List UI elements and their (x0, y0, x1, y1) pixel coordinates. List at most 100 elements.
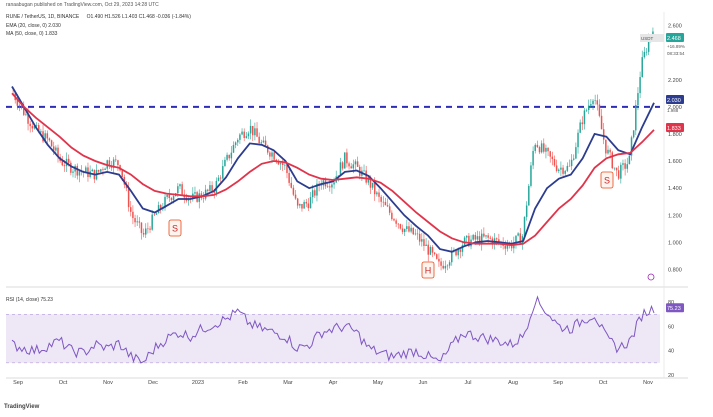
candle-body (232, 144, 235, 153)
candle-body (489, 237, 492, 239)
rsi-line (11, 295, 655, 364)
head-label-box (421, 261, 435, 279)
candle-body (382, 201, 385, 203)
candle-body (620, 164, 622, 179)
candle-body (294, 194, 297, 199)
candle-body (596, 100, 599, 105)
candle-body (645, 51, 648, 53)
candle-body (538, 147, 541, 153)
candle-body (224, 159, 226, 167)
alert-marker (647, 273, 655, 281)
candle-body (155, 213, 158, 215)
price-tick-label: 1.400 (668, 186, 682, 192)
candle-body (243, 131, 245, 138)
candle-body (136, 221, 138, 223)
candle-body (97, 169, 100, 172)
candle-body (55, 147, 57, 151)
candle-body (320, 185, 322, 186)
candle-body (147, 228, 149, 230)
candle-body (643, 51, 646, 58)
candle-body (585, 110, 588, 111)
rsi-tick-label: 80 (668, 300, 674, 306)
left-shoulder-label: S (172, 224, 178, 234)
candle-body (260, 142, 263, 144)
candle-body (525, 205, 528, 217)
candle-body (598, 104, 601, 116)
candle-body (48, 138, 51, 141)
candle-body (142, 232, 145, 235)
candle-body (583, 110, 586, 125)
candle-body (138, 221, 141, 223)
candle-body (100, 169, 102, 172)
candle-body (281, 163, 284, 166)
x-tick-label: Jun (419, 380, 428, 386)
candle-body (331, 184, 333, 188)
candle-body (222, 166, 224, 179)
price-tick-label: 1.600 (668, 159, 682, 165)
candle-body (472, 234, 474, 240)
candle-body (38, 125, 40, 133)
candle-body (587, 105, 590, 111)
neckline-value-text: 1.988 (667, 108, 679, 113)
candle-body (628, 155, 631, 165)
candle-body (25, 114, 27, 115)
candle-body (590, 104, 592, 106)
candle-body (117, 160, 119, 166)
candle-body (592, 100, 594, 105)
candle-body (125, 184, 128, 189)
candle-body (354, 161, 357, 165)
candle-body (249, 125, 252, 134)
candle-body (461, 245, 464, 252)
candle-body (50, 140, 53, 147)
candle-body (333, 182, 335, 185)
candle-body (140, 222, 143, 233)
candle-body (20, 105, 23, 107)
candle-body (134, 218, 136, 223)
candle-body (562, 167, 564, 174)
candle-body (121, 170, 123, 177)
candle-body (179, 184, 181, 187)
candle-body (388, 206, 391, 213)
candle-body (560, 167, 562, 170)
candle-body (551, 156, 554, 160)
candle-body (611, 152, 614, 169)
candle-body (570, 159, 573, 167)
candle-body (241, 131, 243, 135)
candle-body (16, 100, 19, 106)
candle-body (288, 173, 290, 183)
candle-body (534, 144, 536, 151)
x-tick-label: Nov (103, 380, 113, 386)
x-tick-label: Feb (238, 380, 247, 386)
candle-body (215, 180, 218, 193)
last-price-badge-bg (666, 33, 684, 42)
candle-body (31, 126, 34, 129)
candle-body (519, 233, 521, 244)
candle-body (459, 249, 462, 252)
ema50-line (11, 92, 655, 247)
candle-body (311, 190, 314, 198)
candle-body (239, 134, 241, 140)
candle-body (397, 223, 400, 225)
candle-body (384, 201, 387, 206)
candle-body (44, 133, 46, 142)
candle-body (151, 214, 153, 230)
candle-body (630, 137, 633, 156)
candle-body (463, 237, 466, 246)
rsi-tick-label: 40 (668, 349, 674, 355)
candle-body (168, 194, 171, 199)
candle-body (344, 152, 346, 169)
symbol-text: RUNE / TetherUS, 1D, BINANCE (6, 14, 80, 20)
candle-body (609, 149, 611, 153)
candle-body (356, 161, 359, 167)
candle-body (371, 182, 374, 188)
ema50-legend: MA (50, close, 0) 1.833 (6, 31, 58, 37)
candle-body (414, 233, 417, 235)
candle-body (515, 235, 517, 243)
candle-body (386, 205, 389, 207)
candle-body (29, 123, 31, 127)
candle-body (252, 125, 254, 136)
candle-body (466, 235, 468, 238)
candle-body (202, 198, 205, 199)
ema20-legend: EMA (20, close, 0) 2.030 (6, 23, 61, 29)
